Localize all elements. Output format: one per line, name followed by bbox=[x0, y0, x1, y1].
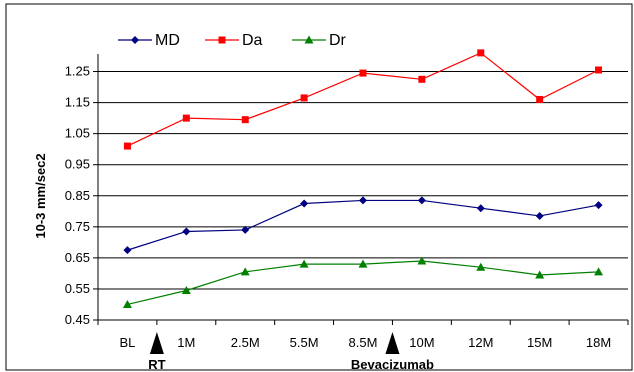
data-point bbox=[240, 267, 250, 276]
data-point bbox=[241, 116, 249, 124]
data-point bbox=[359, 196, 367, 205]
legend: MD Da Dr bbox=[118, 32, 347, 49]
y-tick-label: 0.55 bbox=[65, 281, 90, 296]
y-tick-label: 1.15 bbox=[65, 95, 90, 110]
x-tick-label: BL bbox=[119, 335, 135, 350]
data-point bbox=[476, 204, 485, 213]
annotation-label: RT bbox=[148, 357, 165, 372]
y-tick-label: 1.25 bbox=[65, 64, 90, 79]
x-tick-label: 8.5M bbox=[349, 335, 378, 350]
y-axis-label: 10-3 mm/sec2 bbox=[33, 153, 48, 238]
data-point bbox=[181, 285, 191, 294]
data-point bbox=[417, 256, 427, 265]
legend-label: Da bbox=[242, 32, 263, 49]
x-tick-label: 18M bbox=[586, 335, 611, 350]
annotation-bevacizumab: Bevacizumab bbox=[351, 332, 434, 372]
data-point bbox=[182, 227, 191, 236]
annotations: RT Bevacizumab bbox=[148, 332, 434, 372]
data-point bbox=[241, 225, 250, 234]
y-tick-label: 0.65 bbox=[65, 250, 90, 265]
data-point bbox=[300, 94, 308, 102]
annotation-arrow-icon bbox=[149, 332, 164, 354]
annotation-rt: RT bbox=[148, 332, 166, 372]
data-point bbox=[536, 95, 544, 103]
x-tick-label: 5.5M bbox=[290, 335, 319, 350]
data-point bbox=[594, 267, 604, 276]
data-point bbox=[535, 211, 544, 220]
series-da bbox=[123, 49, 603, 150]
data-point bbox=[535, 270, 545, 279]
data-point bbox=[594, 201, 603, 210]
y-tick-label: 1.05 bbox=[65, 126, 90, 141]
data-point bbox=[123, 246, 132, 255]
data-point bbox=[131, 36, 139, 44]
data-point bbox=[595, 66, 603, 74]
x-tick-label: 2.5M bbox=[231, 335, 260, 350]
data-point bbox=[182, 114, 190, 122]
x-tick-label: 15M bbox=[527, 335, 552, 350]
annotation-label: Bevacizumab bbox=[351, 357, 434, 372]
data-point bbox=[418, 75, 426, 83]
data-point bbox=[358, 259, 368, 268]
series-lines bbox=[122, 49, 604, 308]
series-md bbox=[123, 196, 603, 255]
legend-entry-da: Da bbox=[205, 32, 263, 49]
y-tick-label: 0.85 bbox=[65, 188, 90, 203]
data-point bbox=[417, 196, 426, 205]
legend-entry-md: MD bbox=[118, 32, 180, 49]
chart-frame bbox=[5, 3, 633, 371]
x-tick-label: 12M bbox=[468, 335, 493, 350]
data-point bbox=[122, 299, 132, 308]
legend-label: MD bbox=[155, 32, 180, 49]
data-point bbox=[300, 199, 309, 208]
y-tick-label: 0.75 bbox=[65, 219, 90, 234]
axes: 0.45 0.55 0.65 0.75 0.85 0.95 1.05 1.15 1.25 BL 1M… bbox=[65, 54, 629, 350]
legend-entry-dr: Dr bbox=[292, 32, 347, 49]
data-point bbox=[299, 259, 309, 268]
data-point bbox=[477, 49, 485, 57]
y-tick-label: 0.95 bbox=[65, 157, 90, 172]
legend-label: Dr bbox=[329, 32, 347, 49]
y-tick-label: 0.45 bbox=[65, 312, 90, 327]
data-point bbox=[359, 69, 367, 77]
x-tick-label: 10M bbox=[409, 335, 434, 350]
series-dr bbox=[122, 256, 604, 308]
annotation-arrow-icon bbox=[385, 332, 400, 354]
data-point bbox=[218, 36, 226, 44]
x-tick-label: 1M bbox=[177, 335, 195, 350]
data-point bbox=[123, 142, 131, 150]
data-point bbox=[304, 35, 314, 44]
data-point bbox=[476, 262, 486, 271]
